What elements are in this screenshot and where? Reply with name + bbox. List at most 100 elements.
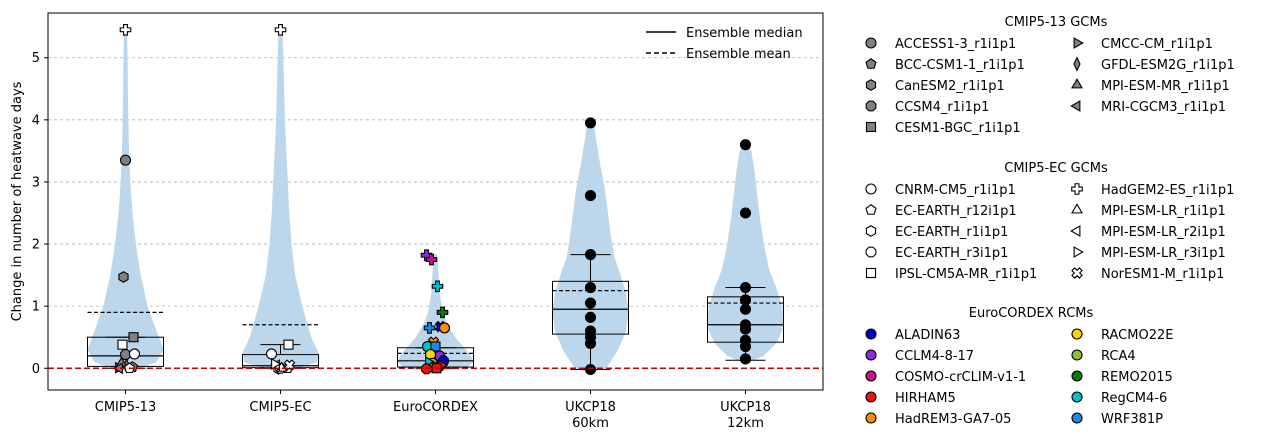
legend-entry-label: MPI-ESM-LR_r1i1p1 xyxy=(1101,204,1226,219)
legend-entry-label: HadGEM2-ES_r1i1p1 xyxy=(1101,183,1234,198)
data-point xyxy=(423,322,436,334)
legend-marker xyxy=(1071,203,1083,214)
legend-entry-label: CNRM-CM5_r1i1p1 xyxy=(895,183,1016,198)
data-point xyxy=(739,353,752,365)
plot-legend: Ensemble median Ensemble mean xyxy=(646,26,803,62)
legend-marker xyxy=(865,204,877,215)
x-tick-label: EuroCORDEX xyxy=(393,400,478,415)
data-point xyxy=(430,341,441,352)
data-point xyxy=(119,23,132,36)
data-point xyxy=(425,253,438,266)
data-point xyxy=(438,322,451,334)
violin-1 xyxy=(242,29,319,372)
data-point xyxy=(739,340,752,353)
legend-label: Ensemble median xyxy=(686,26,803,41)
plot-area: 0 1 2 3 4 5 Change in number of heatwave days C… xyxy=(10,12,824,431)
y-tick-label: 4 xyxy=(32,113,40,128)
legend-entry-label: NorESM1-M_r1i1p1 xyxy=(1101,267,1224,282)
legend-marker xyxy=(1070,100,1081,112)
legend-marker xyxy=(1071,183,1083,195)
data-point xyxy=(584,281,597,294)
data-point xyxy=(117,339,128,350)
data-point xyxy=(739,139,752,151)
data-point xyxy=(128,348,141,360)
data-point xyxy=(584,297,597,309)
legend-marker xyxy=(1071,267,1083,279)
legend-entry-label: HIRHAM5 xyxy=(895,391,956,406)
x-tick-label: CMIP5-13 xyxy=(95,400,156,415)
legend-marker xyxy=(865,391,877,403)
data-point xyxy=(128,332,139,343)
legend-entry-label: IPSL-CM5A-MR_r1i1p1 xyxy=(895,267,1037,282)
legend-entry-label: MRI-CGCM3_r1i1p1 xyxy=(1101,100,1226,115)
y-tick-label: 1 xyxy=(32,300,40,315)
legend-entry-label: MPI-ESM-LR_r2i1p1 xyxy=(1101,225,1226,240)
data-point xyxy=(739,207,752,219)
y-tick-label: 2 xyxy=(32,238,40,253)
legend-entry-label: CMCC-CM_r1i1p1 xyxy=(1101,37,1213,52)
legend-entry-label: CanESM2_r1i1p1 xyxy=(895,79,1005,94)
legend-entry-label: COSMO-crCLIM-v1-1 xyxy=(895,370,1026,385)
legend-marker xyxy=(1071,412,1083,424)
legend-title: CMIP5-EC GCMs xyxy=(1004,161,1108,176)
legend-entry-label: RegCM4-6 xyxy=(1101,391,1167,406)
legend-marker xyxy=(1073,246,1084,258)
legend-entry-label: CCSM4_r1i1p1 xyxy=(895,100,989,115)
legend-marker xyxy=(865,267,877,279)
legend-marker xyxy=(865,121,877,133)
legend-marker xyxy=(865,225,877,237)
data-point xyxy=(584,117,597,129)
legend-marker xyxy=(865,79,877,91)
legend-marker xyxy=(865,100,877,112)
legend-marker xyxy=(865,412,877,424)
violin-3 xyxy=(552,119,629,372)
legend-entry-label: EC-EARTH_r12i1p1 xyxy=(895,204,1017,219)
data-point xyxy=(739,281,752,294)
y-tick-label: 5 xyxy=(32,51,40,66)
data-point xyxy=(739,323,752,335)
data-point xyxy=(119,154,132,166)
data-point xyxy=(118,271,129,283)
legend-title: CMIP5-13 GCMs xyxy=(1005,15,1108,30)
legend-entry-label: EC-EARTH_r3i1p1 xyxy=(895,246,1008,261)
legend-entry-label: CCLM4-8-17 xyxy=(895,349,974,364)
x-tick-label: UKCP18 60km xyxy=(565,400,616,431)
data-point xyxy=(739,294,752,306)
y-tick-label: 0 xyxy=(32,362,40,377)
model-legend: CMIP5-13 GCMs ACCESS1-3_r1i1p1 BCC-CSM1-1_… xyxy=(865,15,1235,427)
legend-marker xyxy=(1071,370,1083,382)
legend-marker xyxy=(1071,328,1083,340)
legend-marker xyxy=(1070,225,1081,237)
legend-title: EuroCORDEX RCMs xyxy=(969,306,1094,321)
legend-entry-label: WRF381P xyxy=(1101,412,1163,427)
data-point xyxy=(436,306,449,319)
legend-marker xyxy=(865,370,877,382)
legend-entry-label: HadREM3-GA7-05 xyxy=(895,412,1011,427)
legend-entry-label: GFDL-ESM2G_r1i1p1 xyxy=(1101,58,1235,73)
legend-marker xyxy=(865,349,877,361)
legend-entry-label: EC-EARTH_r1i1p1 xyxy=(895,225,1008,240)
legend-marker xyxy=(1073,56,1081,72)
legend-entry-label: CESM1-BGC_r1i1p1 xyxy=(895,121,1021,136)
legend-label: Ensemble mean xyxy=(686,47,791,62)
legend-marker xyxy=(1071,349,1083,361)
data-point xyxy=(283,339,294,350)
data-point xyxy=(584,249,597,261)
legend-entry-label: REMO2015 xyxy=(1101,370,1173,385)
legend-entry-label: RCA4 xyxy=(1101,349,1136,364)
legend-entry-label: RACMO22E xyxy=(1101,328,1173,343)
data-point xyxy=(739,303,752,315)
legend-entry-label: MPI-ESM-LR_r3i1p1 xyxy=(1101,246,1226,261)
legend-marker xyxy=(865,37,877,49)
data-point xyxy=(584,311,597,323)
data-point xyxy=(265,348,278,360)
y-axis-label: Change in number of heatwave days xyxy=(10,81,25,321)
data-point xyxy=(431,280,444,293)
legend-marker xyxy=(1073,37,1084,49)
legend-entry-label: BCC-CSM1-1_r1i1p1 xyxy=(895,58,1025,73)
legend-entry-label: MPI-ESM-MR_r1i1p1 xyxy=(1101,79,1230,94)
legend-marker xyxy=(1071,391,1083,403)
data-point xyxy=(584,363,597,376)
data-point xyxy=(584,337,597,349)
